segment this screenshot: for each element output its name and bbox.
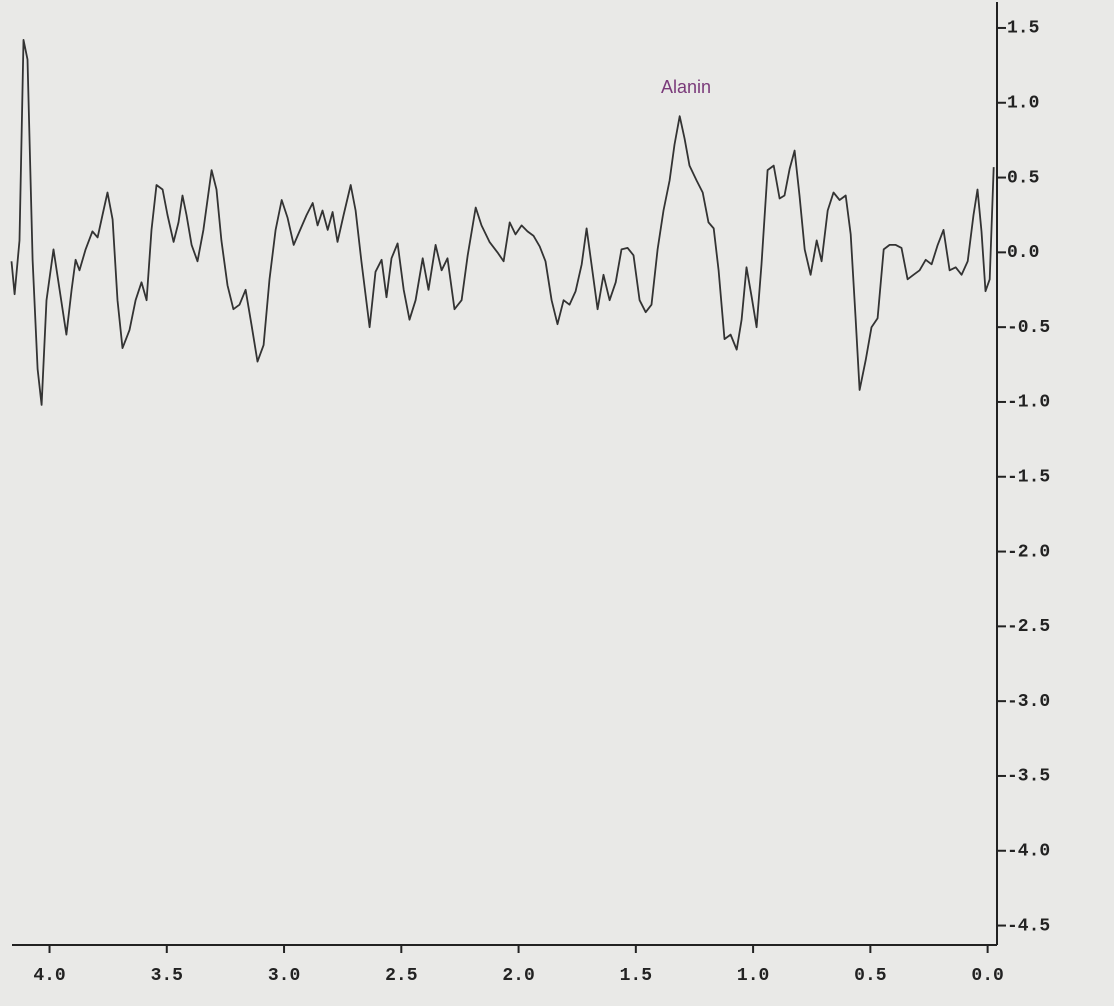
y-tick-label: -1.5 xyxy=(1007,468,1050,488)
x-tick-label: 3.0 xyxy=(268,966,300,986)
x-tick-label: 1.0 xyxy=(737,966,769,986)
y-tick-label: 0.0 xyxy=(1007,243,1039,263)
x-tick-label: 1.5 xyxy=(620,966,652,986)
y-tick-label: -3.0 xyxy=(1007,692,1050,712)
y-tick-label: 0.5 xyxy=(1007,168,1039,188)
x-tick-label: 3.5 xyxy=(151,966,183,986)
x-tick-label: 2.0 xyxy=(502,966,534,986)
y-tick-label: -4.5 xyxy=(1007,916,1050,936)
y-tick-label: 1.0 xyxy=(1007,94,1039,114)
y-tick-label: -0.5 xyxy=(1007,318,1050,338)
y-tick-label: -2.0 xyxy=(1007,542,1050,562)
y-tick-label: -2.5 xyxy=(1007,617,1050,637)
spectrum-line xyxy=(10,39,995,406)
x-tick-label: 0.0 xyxy=(971,966,1003,986)
y-tick-label: -4.0 xyxy=(1007,842,1050,862)
x-tick-label: 4.0 xyxy=(33,966,65,986)
x-tick-label: 2.5 xyxy=(385,966,417,986)
y-tick-label: 1.5 xyxy=(1007,19,1039,39)
x-tick-label: 0.5 xyxy=(854,966,886,986)
y-tick-label: -1.0 xyxy=(1007,393,1050,413)
y-tick-label: -3.5 xyxy=(1007,767,1050,787)
annotation: Alanin xyxy=(661,77,711,97)
